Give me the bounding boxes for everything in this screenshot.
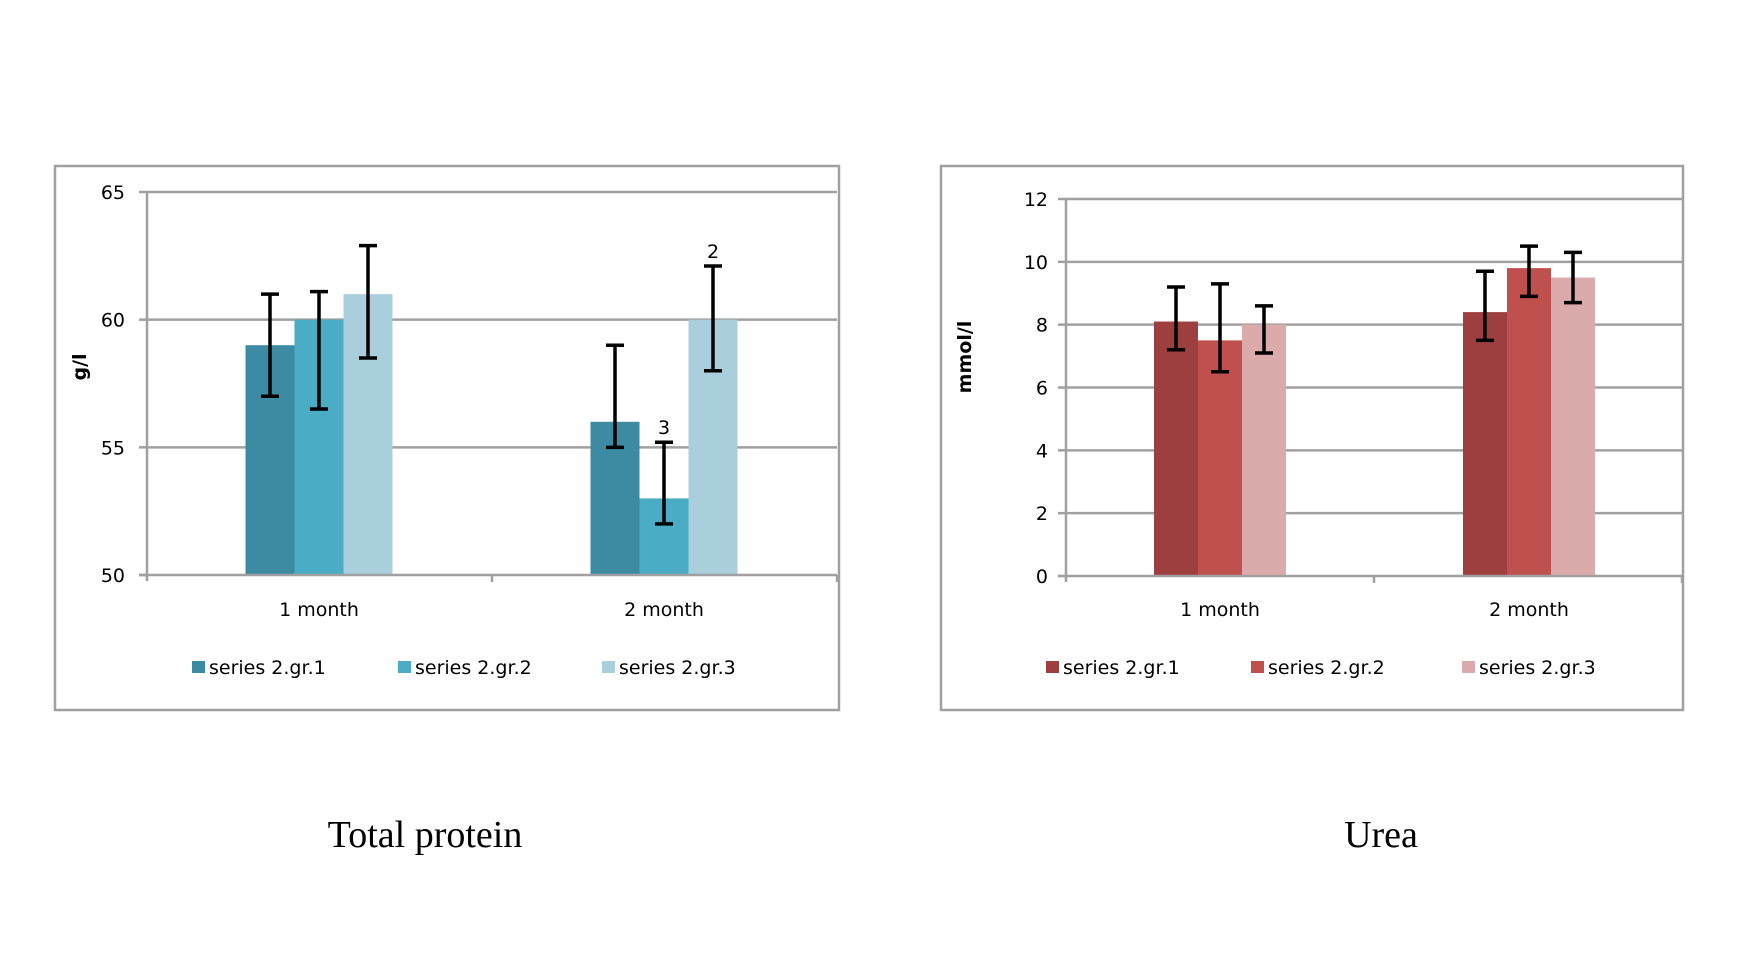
error-bars: [261, 243, 722, 526]
bar: [1551, 277, 1595, 576]
x-category-label: 1 month: [279, 599, 359, 621]
y-tick-label: 4: [1036, 440, 1048, 462]
legend-label: series 2.gr.3: [619, 657, 736, 679]
y-tick-labels: 50 55 60 65: [101, 182, 125, 587]
bar: [1507, 268, 1551, 576]
bar: [1463, 312, 1507, 576]
x-category-label: 2 month: [624, 599, 704, 621]
legend-label: series 2.gr.2: [1268, 657, 1385, 679]
chart-title: Total protein: [328, 814, 523, 856]
axes: [139, 190, 839, 582]
legend-item: series 2.gr.2: [1251, 657, 1385, 679]
y-tick-labels: 0 2 4 6 8 10 12: [1024, 189, 1048, 588]
legend-swatch: [398, 661, 411, 673]
bar: [1154, 321, 1198, 576]
bar: [1242, 324, 1286, 576]
chart-title: Urea: [1344, 814, 1418, 856]
bars: [1154, 268, 1595, 576]
significance-label: 2: [707, 241, 719, 263]
y-tick-label: 10: [1024, 252, 1048, 274]
legend-item: series 2.gr.1: [192, 657, 326, 679]
y-tick-label: 12: [1024, 189, 1048, 211]
significance-label: 3: [658, 417, 670, 439]
y-tick-label: 6: [1036, 378, 1048, 400]
y-axis-title: mmol/l: [954, 321, 976, 394]
x-category-labels: 1 month 2 month: [279, 599, 704, 621]
x-category-label: 1 month: [1180, 599, 1260, 621]
legend: series 2.gr.1 series 2.gr.2 series 2.gr.3: [192, 657, 736, 679]
y-tick-label: 2: [1036, 503, 1048, 525]
legend-label: series 2.gr.2: [415, 657, 532, 679]
x-category-label: 2 month: [1489, 599, 1569, 621]
y-tick-label: 8: [1036, 315, 1048, 337]
y-tick-label: 60: [101, 310, 125, 332]
error-bars: [1167, 244, 1582, 374]
axes: [1058, 197, 1684, 583]
y-tick-label: 65: [101, 182, 125, 204]
legend-label: series 2.gr.1: [1063, 657, 1180, 679]
legend-item: series 2.gr.3: [602, 657, 736, 679]
y-tick-label: 55: [101, 437, 125, 459]
legend-swatch: [192, 661, 205, 673]
legend-label: series 2.gr.3: [1479, 657, 1596, 679]
y-tick-label: 50: [101, 565, 125, 587]
y-tick-label: 0: [1036, 566, 1048, 588]
legend-swatch: [1251, 661, 1264, 673]
annotations: 32: [658, 241, 719, 439]
y-axis-title: g/l: [69, 353, 91, 380]
legend-item: series 2.gr.2: [398, 657, 532, 679]
x-category-labels: 1 month 2 month: [1180, 599, 1569, 621]
legend: series 2.gr.1 series 2.gr.2 series 2.gr.3: [1046, 657, 1596, 679]
legend-swatch: [602, 661, 615, 673]
legend-swatch: [1462, 661, 1475, 673]
legend-item: series 2.gr.1: [1046, 657, 1180, 679]
bar: [1198, 340, 1242, 576]
legend-label: series 2.gr.1: [209, 657, 326, 679]
legend-item: series 2.gr.3: [1462, 657, 1596, 679]
legend-swatch: [1046, 661, 1059, 673]
